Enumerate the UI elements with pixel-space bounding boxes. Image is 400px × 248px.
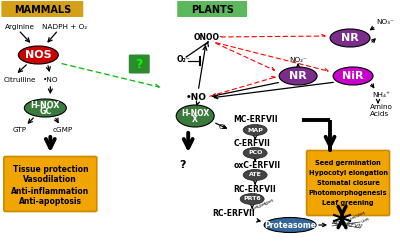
FancyBboxPatch shape xyxy=(306,151,390,216)
Text: H-NOX: H-NOX xyxy=(31,101,60,110)
Text: GC: GC xyxy=(39,107,52,116)
Text: NO₂⁻: NO₂⁻ xyxy=(289,57,307,63)
Text: RC-ERFVII: RC-ERFVII xyxy=(212,209,255,217)
Text: Tissue protection: Tissue protection xyxy=(12,164,88,174)
Text: NR: NR xyxy=(341,33,359,43)
Text: Vasodilation: Vasodilation xyxy=(24,176,77,185)
FancyBboxPatch shape xyxy=(177,1,247,17)
Text: cGMP: cGMP xyxy=(52,127,72,133)
Text: MAP: MAP xyxy=(247,127,263,132)
Text: MC-ERFVII: MC-ERFVII xyxy=(233,115,278,124)
Text: Anti-apoptosis: Anti-apoptosis xyxy=(19,197,82,207)
Text: MAMMALS: MAMMALS xyxy=(14,5,71,15)
Ellipse shape xyxy=(279,67,317,85)
Text: Photomorphogenesis: Photomorphogenesis xyxy=(309,190,387,196)
Text: Leaf greening: Leaf greening xyxy=(322,200,374,206)
Text: Hypocotyl elongation: Hypocotyl elongation xyxy=(308,170,388,176)
Text: RC-ERFVII: RC-ERFVII xyxy=(233,185,276,193)
Text: O₂: O₂ xyxy=(218,124,227,130)
Text: Ubq: Ubq xyxy=(250,204,260,212)
Text: Ubq: Ubq xyxy=(361,216,371,224)
Text: Citrulline: Citrulline xyxy=(3,77,36,83)
Text: ?: ? xyxy=(179,160,186,170)
Ellipse shape xyxy=(176,105,214,127)
Text: NOS: NOS xyxy=(25,50,52,60)
Text: Proteasome: Proteasome xyxy=(264,220,316,229)
Text: Ubq: Ubq xyxy=(348,214,358,222)
Text: NADPH + O₂: NADPH + O₂ xyxy=(42,24,88,30)
Text: NR: NR xyxy=(289,71,307,81)
Text: PCO: PCO xyxy=(248,151,262,155)
Text: O₂⁻: O₂⁻ xyxy=(176,56,190,64)
Text: NO₃⁻: NO₃⁻ xyxy=(376,19,394,25)
Text: ONOO⁻: ONOO⁻ xyxy=(193,32,223,41)
Text: oxC-ERFVII: oxC-ERFVII xyxy=(233,161,280,171)
Text: ATE: ATE xyxy=(249,173,262,178)
Text: Seed germination: Seed germination xyxy=(315,160,381,166)
Text: ?: ? xyxy=(136,59,143,71)
Text: NiR: NiR xyxy=(342,71,364,81)
Text: Anti-inflammation: Anti-inflammation xyxy=(11,186,90,195)
Text: ⁻Ubq: ⁻Ubq xyxy=(355,211,366,219)
Ellipse shape xyxy=(264,217,316,233)
Ellipse shape xyxy=(330,29,370,47)
Text: ⁻Ubq: ⁻Ubq xyxy=(263,197,274,207)
Ellipse shape xyxy=(243,148,267,158)
Text: RC-ERFVII: RC-ERFVII xyxy=(332,220,364,230)
FancyBboxPatch shape xyxy=(1,1,83,17)
Text: •NO: •NO xyxy=(43,77,59,83)
Ellipse shape xyxy=(333,67,373,85)
Text: PRT6: PRT6 xyxy=(243,196,261,201)
Text: PLANTS: PLANTS xyxy=(191,5,234,15)
Ellipse shape xyxy=(243,169,267,181)
Text: •NO: •NO xyxy=(186,93,207,101)
Text: GTP: GTP xyxy=(12,127,26,133)
Text: X: X xyxy=(192,115,198,124)
FancyBboxPatch shape xyxy=(4,156,97,212)
Text: NH₄⁺: NH₄⁺ xyxy=(372,92,390,98)
Text: Stomatal closure: Stomatal closure xyxy=(317,180,380,186)
Ellipse shape xyxy=(240,193,264,205)
Text: Acids: Acids xyxy=(370,111,389,117)
FancyBboxPatch shape xyxy=(129,55,150,73)
Text: C-ERFVII: C-ERFVII xyxy=(233,138,270,148)
Ellipse shape xyxy=(243,124,267,135)
Text: ⁻Ubq: ⁻Ubq xyxy=(256,200,268,210)
Text: Amino: Amino xyxy=(370,104,393,110)
Ellipse shape xyxy=(24,99,66,117)
Ellipse shape xyxy=(18,46,58,64)
Text: Arginine: Arginine xyxy=(5,24,35,30)
Text: H-NOX: H-NOX xyxy=(181,109,209,118)
